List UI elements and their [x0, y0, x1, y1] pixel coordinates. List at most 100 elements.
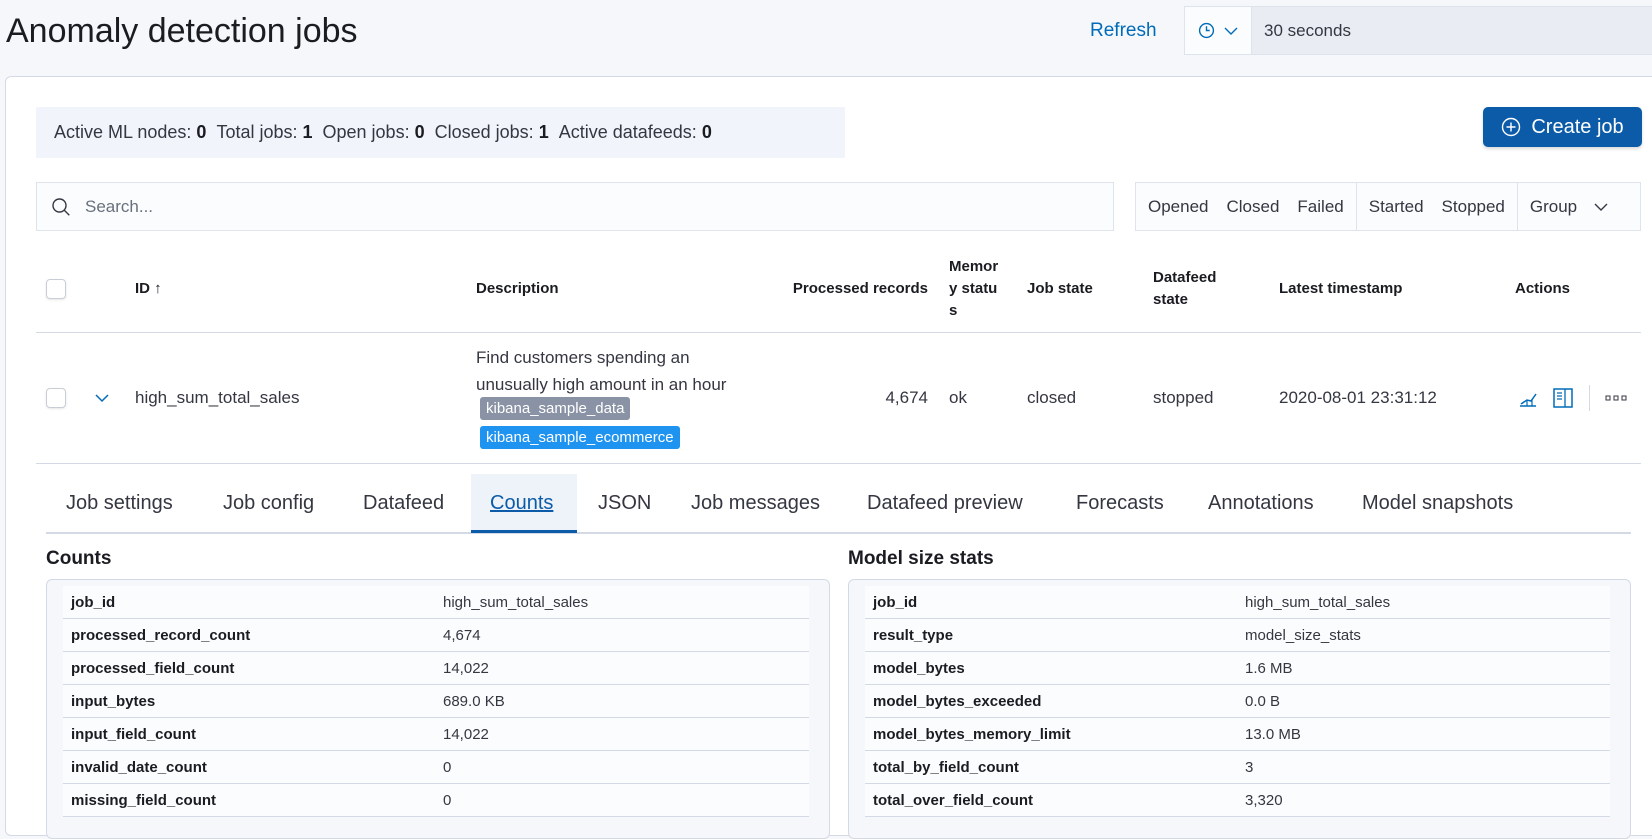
kv-key: total_over_field_count — [873, 791, 1034, 809]
tab-model-snapshots[interactable]: Model snapshots — [1362, 492, 1514, 514]
kv-key: missing_field_count — [71, 791, 217, 809]
active-tab-bg — [471, 474, 577, 533]
kv-row: missing_field_count 0 — [63, 784, 809, 817]
kv-value: 14,022 — [443, 659, 489, 677]
column-header-datafeed-state[interactable]: Datafeed state — [1153, 269, 1217, 308]
kv-row: job_id high_sum_total_sales — [865, 586, 1610, 619]
kv-key: input_field_count — [71, 725, 196, 743]
kv-row: total_over_field_count 3,320 — [865, 784, 1610, 817]
filter-failed[interactable]: Failed — [1297, 196, 1344, 216]
model-size-stats-title: Model size stats — [848, 548, 994, 569]
search-input[interactable]: Search... — [36, 182, 1114, 231]
tab-datafeed[interactable]: Datafeed — [363, 492, 445, 514]
expand-row-chevron-icon[interactable] — [94, 393, 110, 403]
kv-value: high_sum_total_sales — [1245, 593, 1391, 611]
single-metric-viewer-icon[interactable] — [1518, 388, 1538, 408]
select-all-checkbox[interactable] — [46, 279, 66, 299]
kv-row: result_type model_size_stats — [865, 619, 1610, 652]
kv-key: job_id — [71, 593, 116, 611]
kv-row: job_id high_sum_total_sales — [63, 586, 809, 619]
column-header-latest-timestamp[interactable]: Latest timestamp — [1279, 280, 1403, 297]
stat-open-jobs: Open jobs: 0 — [322, 122, 425, 142]
row-checkbox[interactable] — [46, 388, 66, 408]
tab-annotations[interactable]: Annotations — [1208, 492, 1314, 514]
kv-value: 689.0 KB — [443, 692, 505, 710]
kv-row: model_bytes_memory_limit 13.0 MB — [865, 718, 1610, 751]
tab-json[interactable]: JSON — [598, 492, 652, 514]
column-header-description[interactable]: Description — [476, 280, 559, 297]
search-icon — [52, 197, 70, 216]
sort-ascending-icon: ↑ — [154, 280, 162, 297]
kv-value: 3,320 — [1245, 791, 1283, 809]
filter-started[interactable]: Started — [1368, 196, 1424, 216]
kv-row: model_bytes_exceeded 0.0 B — [865, 685, 1610, 718]
stat-active-ml-nodes: Active ML nodes: 0 — [54, 122, 207, 142]
kv-value: 4,674 — [443, 626, 481, 644]
kv-row: input_field_count 14,022 — [63, 718, 809, 751]
tab-job-messages[interactable]: Job messages — [691, 492, 820, 514]
kv-value: 13.0 MB — [1245, 725, 1301, 743]
filter-opened[interactable]: Opened — [1148, 196, 1209, 216]
job-state: closed — [1027, 388, 1077, 407]
model-size-stats-panel: job_id high_sum_total_sales result_type mod… — [848, 579, 1631, 839]
refresh-button[interactable]: Refresh — [1090, 20, 1157, 41]
column-header-actions: Actions — [1515, 280, 1571, 297]
plus-circle-icon — [1502, 117, 1521, 137]
kv-key: processed_field_count — [71, 659, 235, 677]
page-title: Anomaly detection jobs — [6, 12, 358, 50]
kv-value: 0 — [443, 758, 452, 776]
kv-value: 1.6 MB — [1245, 659, 1293, 677]
model-size-stats-table: job_id high_sum_total_sales result_type mod… — [865, 586, 1610, 817]
kv-key: result_type — [873, 626, 954, 644]
group-badge[interactable]: kibana_sample_ecommerce — [480, 426, 680, 449]
tab-forecasts[interactable]: Forecasts — [1076, 492, 1164, 514]
tab-job-config[interactable]: Job config — [223, 492, 315, 514]
refresh-interval-picker[interactable]: 30 seconds — [1184, 6, 1652, 55]
job-id: high_sum_total_sales — [135, 388, 300, 407]
kv-key: processed_record_count — [71, 626, 251, 644]
filter-group-label: Group — [1529, 196, 1578, 216]
tabs-divider — [46, 532, 1631, 534]
kv-key: model_bytes — [873, 659, 965, 677]
filter-group-dropdown[interactable]: Group — [1518, 183, 1621, 230]
column-header-memory-status[interactable]: Memory status — [949, 258, 999, 319]
filter-group: Opened Closed Failed Started Stopped Gro… — [1135, 182, 1641, 231]
kv-key: input_bytes — [71, 692, 156, 710]
filter-closed[interactable]: Closed — [1226, 196, 1280, 216]
more-actions-icon[interactable] — [1605, 394, 1627, 402]
kv-value: high_sum_total_sales — [443, 593, 589, 611]
refresh-interval-toggle[interactable] — [1185, 7, 1252, 54]
kv-value: 14,022 — [443, 725, 489, 743]
kv-row: model_bytes 1.6 MB — [865, 652, 1610, 685]
anomaly-explorer-icon[interactable] — [1552, 387, 1574, 409]
tab-datafeed-preview[interactable]: Datafeed preview — [867, 492, 1023, 514]
search-placeholder: Search... — [85, 196, 154, 216]
create-job-label: Create job — [1531, 115, 1624, 138]
counts-panel: job_id high_sum_total_sales processed_reco… — [46, 579, 830, 839]
create-job-button[interactable]: Create job — [1483, 107, 1642, 147]
memory-status: ok — [949, 388, 967, 407]
chevron-down-icon — [1224, 27, 1237, 35]
stat-active-datafeeds: Active datafeeds: 0 — [558, 122, 712, 142]
clock-icon — [1198, 22, 1214, 39]
counts-title: Counts — [46, 548, 112, 569]
refresh-interval-value: 30 seconds — [1264, 20, 1351, 40]
filter-stopped[interactable]: Stopped — [1441, 196, 1505, 216]
kv-value: 3 — [1245, 758, 1254, 776]
kv-key: total_by_field_count — [873, 758, 1019, 776]
kv-value: model_size_stats — [1245, 626, 1361, 644]
kv-key: model_bytes_memory_limit — [873, 725, 1071, 743]
column-header-processed-records[interactable]: Processed records — [792, 280, 928, 297]
column-header-id[interactable]: ID ↑ — [135, 280, 162, 297]
stat-total-jobs: Total jobs: 1 — [216, 122, 313, 142]
chevron-down-icon — [1594, 203, 1608, 211]
datafeed-state: stopped — [1153, 388, 1214, 407]
kv-value: 0.0 B — [1245, 692, 1281, 710]
tab-counts[interactable]: Counts — [490, 492, 554, 514]
column-header-job-state[interactable]: Job state — [1027, 280, 1093, 297]
group-badge[interactable]: kibana_sample_data — [480, 397, 631, 420]
kv-row: processed_record_count 4,674 — [63, 619, 809, 652]
kv-key: job_id — [873, 593, 918, 611]
stats-bar: Active ML nodes: 0 Total jobs: 1 Open jo… — [36, 107, 845, 158]
tab-job-settings[interactable]: Job settings — [66, 492, 173, 514]
